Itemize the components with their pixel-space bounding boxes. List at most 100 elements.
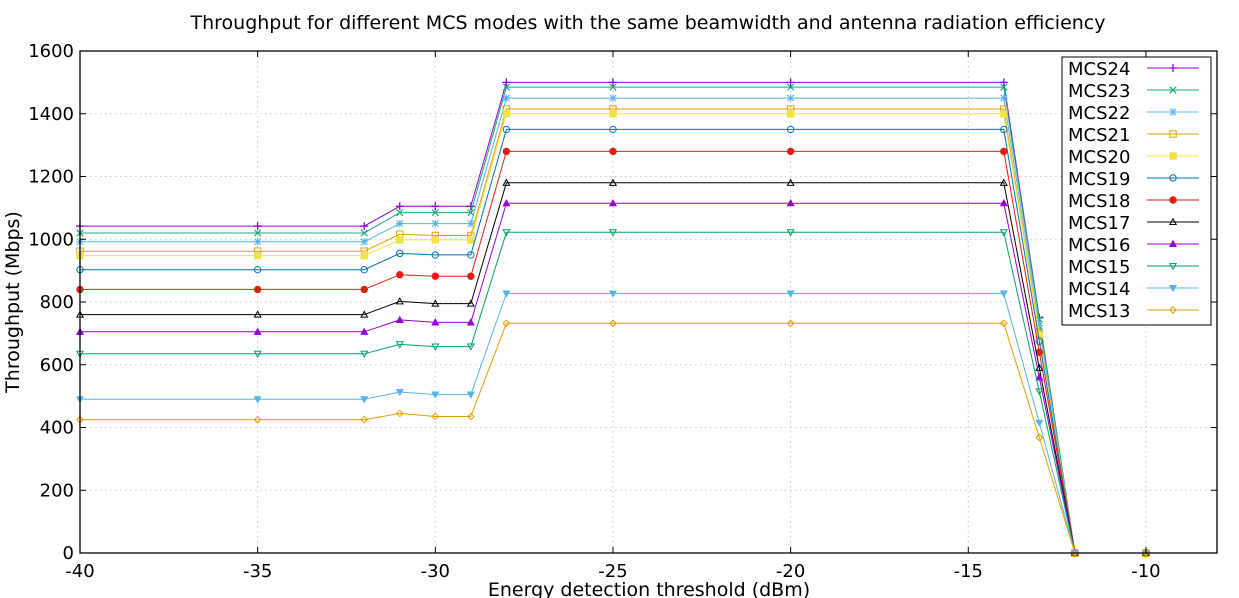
data-point — [1035, 321, 1044, 330]
data-point — [395, 341, 404, 349]
axis-ticks: -40 -35 -30 -25 -20 -15 -10 0 200 400 600 800 1000 12… — [28, 41, 1217, 582]
data-point — [396, 208, 404, 217]
data-point — [609, 110, 617, 118]
y-tick-label: 200 — [40, 480, 74, 501]
x-tick-label: -10 — [1131, 561, 1160, 582]
legend-label: MCS17 — [1068, 213, 1130, 234]
data-point — [253, 222, 262, 231]
data-point — [1000, 110, 1008, 118]
legend-marker — [1169, 86, 1177, 94]
data-point — [395, 202, 404, 211]
data-point — [502, 78, 511, 87]
data-point — [467, 236, 475, 244]
data-point — [431, 343, 440, 351]
legend-item-mcs22: MCS22 — [1068, 103, 1199, 124]
data-point — [786, 319, 795, 328]
data-point — [395, 315, 404, 323]
legend-marker — [1169, 108, 1177, 116]
data-point — [431, 219, 440, 228]
legend-label: MCS15 — [1068, 257, 1130, 278]
data-point — [360, 229, 368, 237]
chart-title: Throughput for different MCS modes with … — [190, 12, 1106, 34]
legend-label: MCS23 — [1068, 81, 1130, 102]
legend-label: MCS19 — [1068, 169, 1130, 190]
data-point — [609, 83, 617, 91]
data-point — [466, 318, 475, 326]
data-point — [502, 229, 511, 237]
legend-label: MCS18 — [1068, 191, 1130, 212]
legend-item-mcs17: MCS17 — [1068, 213, 1199, 234]
y-tick-label: 1200 — [28, 167, 74, 188]
data-point — [431, 251, 440, 259]
y-tick-label: 1400 — [28, 104, 74, 125]
data-point — [467, 219, 475, 228]
legend-marker — [1168, 284, 1178, 293]
data-point — [502, 110, 511, 118]
legend-item-mcs15: MCS15 — [1068, 257, 1199, 278]
y-tick-label: 600 — [40, 355, 74, 376]
legend-item-mcs16: MCS16 — [1068, 235, 1199, 256]
data-point — [253, 285, 262, 294]
data-point — [1142, 549, 1150, 557]
data-point — [360, 327, 369, 335]
data-point — [608, 290, 618, 298]
legend-marker — [1169, 306, 1177, 314]
grid-lines — [80, 51, 1217, 553]
data-point — [786, 110, 795, 118]
data-point — [360, 415, 369, 424]
series-mcs13 — [76, 319, 1150, 557]
data-point — [395, 388, 404, 397]
data-point — [786, 290, 795, 298]
data-point — [1070, 549, 1079, 557]
data-point — [608, 78, 617, 87]
legend-item-mcs20: MCS20 — [1068, 147, 1199, 168]
legend-marker — [1169, 174, 1177, 182]
data-point — [253, 415, 262, 424]
legend-marker — [1168, 262, 1178, 271]
data-point — [999, 229, 1008, 237]
data-point — [253, 238, 262, 246]
data-point — [502, 94, 511, 102]
data-point — [467, 251, 475, 259]
data-point — [360, 310, 369, 318]
data-point — [999, 290, 1008, 298]
data-point — [999, 178, 1008, 186]
x-tick-label: -15 — [954, 561, 983, 582]
data-point — [1035, 337, 1044, 345]
data-point — [466, 202, 475, 211]
legend-marker — [1169, 64, 1177, 72]
y-tick-label: 1600 — [28, 41, 74, 62]
data-point — [396, 271, 404, 279]
data-point — [466, 412, 475, 421]
data-point — [396, 236, 404, 244]
data-point — [431, 318, 440, 326]
data-point — [609, 94, 617, 102]
data-point — [466, 343, 475, 351]
data-point — [431, 391, 440, 399]
legend-item-mcs13: MCS13 — [1068, 301, 1199, 322]
data-point — [431, 208, 439, 217]
data-point — [253, 327, 262, 335]
legend-label: MCS24 — [1068, 59, 1130, 80]
data-point — [502, 147, 511, 156]
data-point — [395, 297, 404, 305]
legend-label: MCS22 — [1068, 103, 1130, 124]
legend-marker — [1169, 152, 1177, 160]
x-tick-label: -25 — [598, 561, 627, 582]
series-line — [80, 128, 1146, 554]
data-point — [999, 78, 1008, 87]
y-tick-label: 400 — [40, 418, 74, 439]
legend-item-mcs23: MCS23 — [1068, 81, 1199, 102]
data-point — [786, 78, 795, 87]
data-point — [1035, 373, 1044, 381]
data-point — [1000, 94, 1008, 102]
data-point — [253, 396, 262, 404]
series-line — [80, 182, 1146, 554]
data-point — [360, 222, 369, 231]
data-point — [253, 251, 262, 260]
data-point — [502, 198, 511, 207]
x-tick-label: -35 — [243, 561, 272, 582]
data-point — [786, 94, 795, 102]
series-line — [80, 231, 1146, 554]
